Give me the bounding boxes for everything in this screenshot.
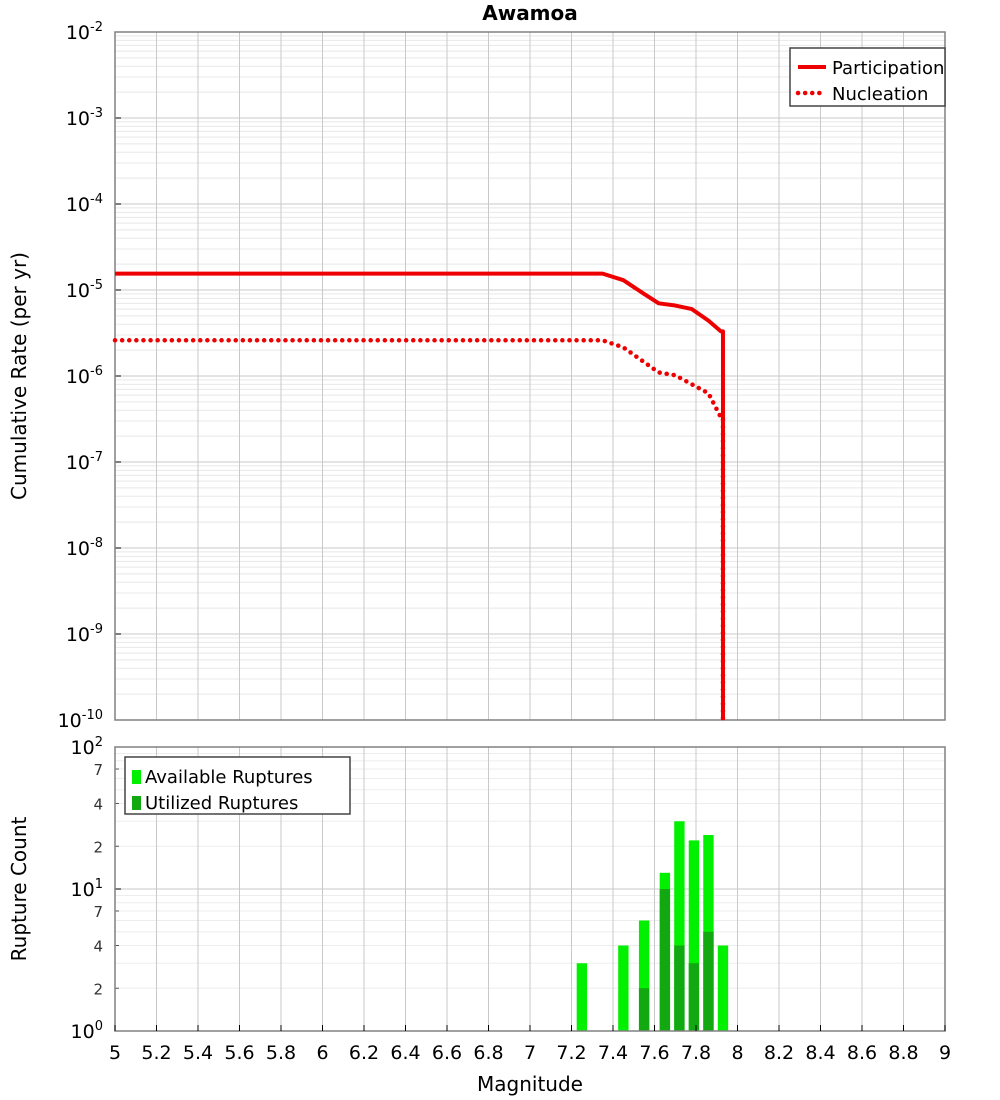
bottom-legend-label-0: Available Ruptures — [145, 767, 313, 788]
x-tick-label-8: 6.6 — [432, 1042, 462, 1064]
top-legend-label-0: Participation — [832, 58, 944, 79]
bottom-ytick-minor-label: 4 — [93, 938, 103, 956]
x-tick-label-1: 5.2 — [141, 1042, 171, 1064]
bottom-ytick-minor-label: 4 — [93, 796, 103, 814]
bar-available[interactable] — [576, 963, 588, 1031]
top-series-nucleation — [112, 338, 726, 723]
x-tick-label-12: 7.4 — [598, 1042, 628, 1064]
x-tick-label-5: 6 — [316, 1042, 328, 1064]
top-ytick-label: 10-2 — [66, 20, 103, 44]
bottom-ytick-label: 101 — [71, 877, 103, 901]
top-legend-box[interactable] — [789, 47, 946, 107]
x-tick-label-20: 9 — [939, 1042, 951, 1064]
top-ytick-label: 10-4 — [66, 192, 103, 216]
bar-available[interactable] — [674, 821, 685, 1031]
page-title: Awamoa — [482, 1, 578, 25]
x-tick-label-6: 6.2 — [349, 1042, 379, 1064]
top-ytick-label: 10-9 — [66, 622, 103, 646]
x-tick-label-4: 5.8 — [266, 1042, 296, 1064]
bottom-legend-swatch-0 — [132, 770, 141, 784]
x-tick-label-0: 5 — [109, 1042, 121, 1064]
top-plot-frame — [114, 31, 946, 721]
top-ytick-label: 10-5 — [66, 278, 103, 302]
bar-utilized[interactable] — [659, 889, 671, 1031]
top-ytick-label: 10-6 — [66, 364, 103, 388]
bar-utilized[interactable] — [688, 963, 700, 1031]
bottom-ytick-label: 100 — [71, 1019, 103, 1043]
x-tick-label-2: 5.4 — [183, 1042, 213, 1064]
x-tick-label-19: 8.8 — [888, 1042, 918, 1064]
top-ytick-label: 10-8 — [66, 536, 103, 560]
bottom-legend-box[interactable] — [124, 756, 351, 815]
x-tick-label-10: 7 — [524, 1042, 536, 1064]
top-ytick-label: 10-7 — [66, 450, 103, 474]
bottom-y-axis-label: Rupture Count — [7, 816, 31, 961]
x-tick-label-15: 8 — [731, 1042, 743, 1064]
x-tick-label-7: 6.4 — [390, 1042, 420, 1064]
x-tick-label-17: 8.4 — [805, 1042, 835, 1064]
bar-available[interactable] — [618, 945, 629, 1031]
x-tick-label-14: 7.8 — [681, 1042, 711, 1064]
x-axis-label: Magnitude — [477, 1072, 583, 1096]
bottom-ytick-minor-label: 7 — [93, 761, 103, 779]
bottom-legend-swatch-1 — [132, 796, 141, 810]
bottom-ytick-minor-label: 7 — [93, 903, 103, 921]
bar-utilized[interactable] — [638, 988, 650, 1031]
x-tick-label-16: 8.2 — [764, 1042, 794, 1064]
bar-available[interactable] — [638, 920, 650, 1031]
top-y-axis-label: Cumulative Rate (per yr) — [7, 252, 31, 500]
x-tick-label-18: 8.6 — [847, 1042, 877, 1064]
top-legend-label-1: Nucleation — [832, 84, 928, 105]
bar-available[interactable] — [688, 840, 700, 1031]
bottom-ytick-label: 102 — [71, 735, 103, 759]
bar-utilized[interactable] — [674, 945, 685, 1031]
bar-utilized[interactable] — [703, 931, 714, 1031]
top-ytick-label: 10-3 — [66, 106, 103, 130]
x-tick-label-13: 7.6 — [639, 1042, 669, 1064]
top-series-participation — [115, 271, 725, 720]
x-tick-label-9: 6.8 — [473, 1042, 503, 1064]
x-tick-label-3: 5.6 — [224, 1042, 254, 1064]
x-tick-label-11: 7.2 — [556, 1042, 586, 1064]
bottom-ytick-minor-label: 2 — [93, 838, 103, 856]
bottom-legend-label-1: Utilized Ruptures — [145, 793, 298, 814]
bar-available[interactable] — [717, 945, 729, 1031]
bottom-ytick-minor-label: 2 — [93, 980, 103, 998]
top-ytick-label: 10-10 — [58, 708, 103, 732]
